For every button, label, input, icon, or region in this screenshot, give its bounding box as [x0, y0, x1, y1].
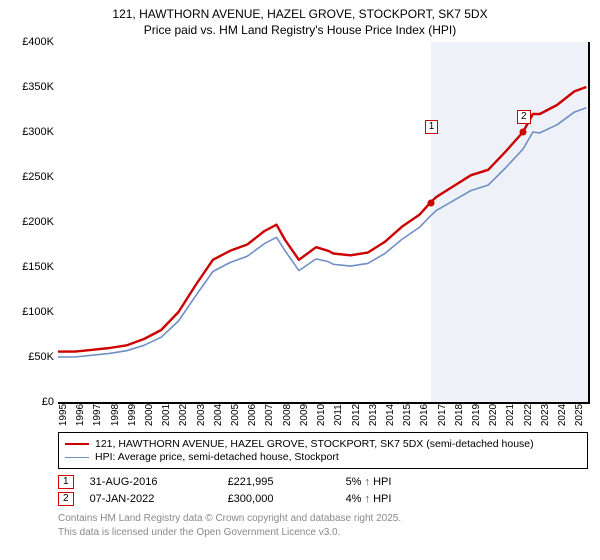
sale-price: £221,995 [228, 476, 318, 488]
x-axis-label: 2012 [351, 404, 362, 426]
x-axis-label: 2014 [385, 404, 396, 426]
x-axis-label: 2019 [471, 404, 482, 426]
x-axis-label: 2018 [454, 404, 465, 426]
y-axis-label: £50K [8, 351, 54, 363]
sale-pct: 5% ↑ HPI [346, 476, 392, 488]
x-axis-label: 2000 [144, 404, 155, 426]
x-axis-label: 2009 [299, 404, 310, 426]
x-axis-label: 2024 [557, 404, 568, 426]
sale-marker-box: 1 [58, 475, 74, 489]
sales-list: 1 31-AUG-2016 £221,995 5% ↑ HPI 2 07-JAN… [58, 475, 588, 506]
y-axis-label: £400K [8, 36, 54, 48]
legend-label: 121, HAWTHORN AVENUE, HAZEL GROVE, STOCK… [95, 438, 534, 450]
x-axis-label: 2022 [523, 404, 534, 426]
y-axis-label: £350K [8, 81, 54, 93]
title-line-1: 121, HAWTHORN AVENUE, HAZEL GROVE, STOCK… [8, 6, 592, 22]
marker-dot [427, 199, 434, 206]
x-axis-label: 2005 [230, 404, 241, 426]
chart-container: 121, HAWTHORN AVENUE, HAZEL GROVE, STOCK… [0, 0, 600, 560]
x-axis-label: 1998 [110, 404, 121, 426]
sale-row: 1 31-AUG-2016 £221,995 5% ↑ HPI [58, 475, 588, 489]
x-axis-label: 2025 [574, 404, 585, 426]
sale-marker-box: 2 [58, 492, 74, 506]
marker-label-box: 1 [425, 120, 439, 134]
footer: Contains HM Land Registry data © Crown c… [58, 512, 588, 539]
sale-pct: 4% ↑ HPI [346, 493, 392, 505]
up-arrow-icon: ↑ [365, 493, 371, 505]
x-axis-label: 2015 [402, 404, 413, 426]
x-axis-label: 2007 [264, 404, 275, 426]
legend-label: HPI: Average price, semi-detached house,… [95, 451, 339, 463]
sale-row: 2 07-JAN-2022 £300,000 4% ↑ HPI [58, 492, 588, 506]
x-axis-label: 2010 [316, 404, 327, 426]
marker-label-box: 2 [517, 110, 531, 124]
x-axis-label: 2006 [247, 404, 258, 426]
legend-swatch [65, 443, 89, 445]
chart-svg [58, 42, 588, 402]
y-axis-label: £0 [8, 396, 54, 408]
legend-swatch [65, 457, 89, 458]
sale-price: £300,000 [228, 493, 318, 505]
x-axis-label: 1999 [127, 404, 138, 426]
chart-title: 121, HAWTHORN AVENUE, HAZEL GROVE, STOCK… [8, 6, 592, 38]
footer-line-1: Contains HM Land Registry data © Crown c… [58, 512, 588, 526]
legend: 121, HAWTHORN AVENUE, HAZEL GROVE, STOCK… [58, 432, 588, 469]
line-chart: £0£50K£100K£150K£200K£250K£300K£350K£400… [58, 42, 590, 404]
footer-line-2: This data is licensed under the Open Gov… [58, 526, 588, 540]
x-axis-label: 1995 [58, 404, 69, 426]
y-axis-label: £300K [8, 126, 54, 138]
x-axis-label: 2013 [368, 404, 379, 426]
x-axis-label: 2004 [213, 404, 224, 426]
x-axis-label: 2011 [333, 405, 344, 427]
x-axis-label: 2008 [282, 404, 293, 426]
x-axis-label: 2003 [196, 404, 207, 426]
x-axis-label: 2002 [178, 404, 189, 426]
x-axis-label: 2001 [161, 404, 172, 426]
x-axis-label: 2020 [488, 404, 499, 426]
sale-date: 07-JAN-2022 [90, 493, 200, 505]
x-axis-label: 2017 [437, 404, 448, 426]
y-axis-label: £150K [8, 261, 54, 273]
x-axis-label: 2021 [505, 404, 516, 426]
title-line-2: Price paid vs. HM Land Registry's House … [8, 22, 592, 38]
y-axis-label: £250K [8, 171, 54, 183]
y-axis-label: £200K [8, 216, 54, 228]
x-axis-label: 1997 [92, 404, 103, 426]
x-axis-label: 2023 [540, 404, 551, 426]
legend-row: 121, HAWTHORN AVENUE, HAZEL GROVE, STOCK… [65, 438, 581, 450]
sale-date: 31-AUG-2016 [90, 476, 200, 488]
up-arrow-icon: ↑ [365, 476, 371, 488]
y-axis-label: £100K [8, 306, 54, 318]
x-axis-label: 1996 [75, 404, 86, 426]
marker-dot [519, 129, 526, 136]
x-axis-label: 2016 [419, 404, 430, 426]
legend-row: HPI: Average price, semi-detached house,… [65, 451, 581, 463]
